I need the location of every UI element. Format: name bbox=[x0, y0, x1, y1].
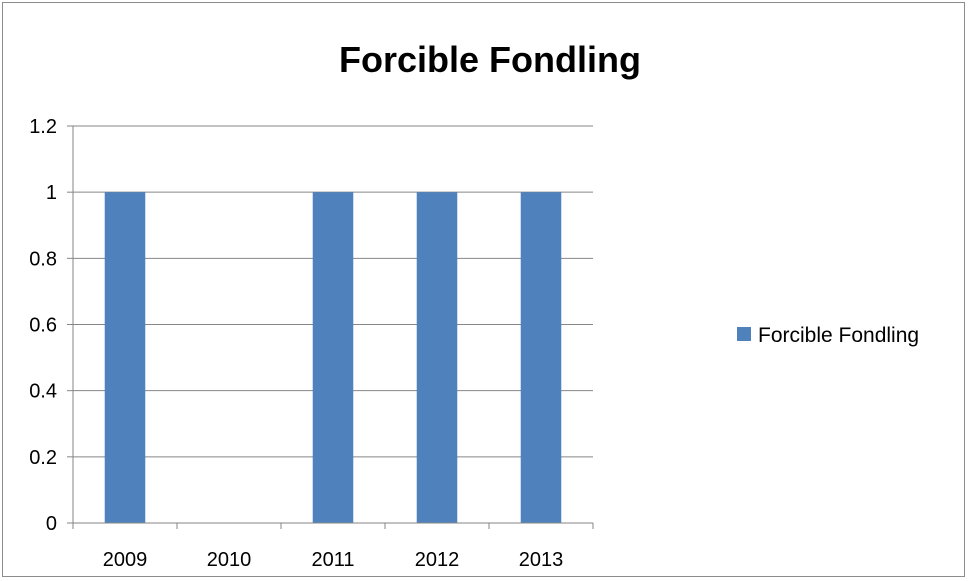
legend-label: Forcible Fondling bbox=[758, 324, 919, 347]
x-tick-label: 2009 bbox=[103, 549, 148, 571]
y-tick-label: 0 bbox=[46, 513, 57, 535]
x-tick-label: 2011 bbox=[311, 549, 354, 571]
legend: Forcible Fondling bbox=[737, 324, 919, 347]
y-tick-label: 0.4 bbox=[29, 381, 57, 403]
y-tick-label: 0.6 bbox=[29, 315, 57, 337]
bar-2011 bbox=[312, 192, 354, 523]
bar-2012 bbox=[416, 192, 458, 523]
y-tick-label: 0.8 bbox=[29, 248, 57, 270]
y-tick-label: 1.2 bbox=[29, 116, 57, 138]
bar-2009 bbox=[104, 192, 146, 523]
x-tick-label: 2012 bbox=[415, 549, 460, 571]
y-tick-label: 1 bbox=[46, 182, 57, 204]
y-tick-label: 0.2 bbox=[29, 447, 57, 469]
axes bbox=[67, 125, 594, 529]
chart-title: Forcible Fondling bbox=[339, 39, 641, 80]
x-tick-label: 2013 bbox=[519, 549, 564, 571]
legend-swatch bbox=[737, 327, 751, 341]
bar-2013 bbox=[520, 192, 562, 523]
bars bbox=[104, 192, 562, 523]
x-tick-label: 2010 bbox=[207, 549, 252, 571]
tick-labels: 0 0.2 0.4 0.6 0.8 1 1.2 2009 2010 2011 2012 2013 bbox=[29, 116, 563, 571]
